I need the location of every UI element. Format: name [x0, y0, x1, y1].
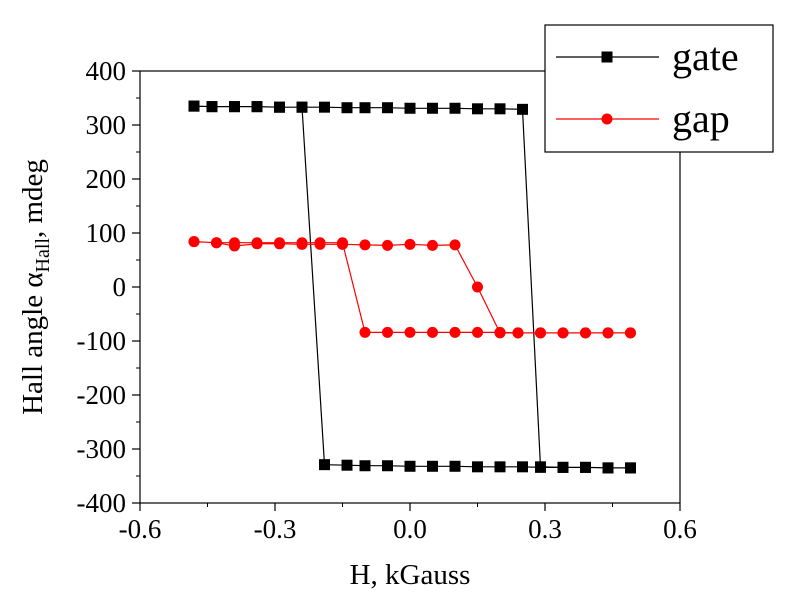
data-point-gate — [188, 100, 200, 112]
data-point-gate — [251, 101, 263, 113]
data-point-gap — [382, 239, 393, 251]
data-point-gate — [535, 461, 546, 473]
data-point-gap — [557, 327, 569, 339]
y-axis-title-subscript: Hall — [32, 238, 54, 273]
data-point-gate — [449, 102, 461, 114]
y-tick-label: -100 — [77, 326, 127, 356]
data-point-gap — [512, 327, 524, 339]
y-axis-title: Hall angle αHall, mdeg — [17, 159, 54, 415]
data-point-gap — [359, 326, 371, 338]
x-axis-title: H, kGauss — [350, 559, 471, 591]
data-point-gate — [557, 461, 569, 473]
y-tick-label: -200 — [77, 380, 127, 410]
series-line-gap — [193, 241, 631, 334]
data-point-gate — [206, 101, 218, 113]
data-point-gate — [382, 102, 393, 114]
y-tick-label: -300 — [77, 434, 127, 464]
y-axis-title-unit: , mdeg — [17, 159, 49, 238]
data-point-gap — [274, 237, 285, 249]
legend: gate gap — [544, 24, 774, 153]
data-point-gap — [449, 239, 461, 251]
y-tick-label: 400 — [86, 56, 127, 86]
x-tick-label: 0.6 — [663, 514, 697, 544]
data-point-gate — [517, 103, 528, 115]
y-tick-label: 0 — [113, 272, 127, 302]
data-point-gate — [296, 101, 308, 113]
data-point-gate — [229, 101, 240, 113]
data-point-gap — [427, 326, 438, 338]
data-point-gate — [449, 460, 461, 472]
data-point-gap — [625, 327, 636, 339]
data-point-gate — [625, 462, 636, 474]
data-point-gate — [580, 461, 591, 473]
axes-layer: -0.6 -0.3 0.0 0.3 0.6 400 300 200 100 0 -100 -200 -3… — [77, 56, 697, 544]
data-point-gap — [449, 326, 461, 338]
data-point-gate — [359, 460, 371, 472]
data-point-gate — [427, 460, 438, 472]
data-point-gate — [494, 461, 506, 473]
series-gate — [188, 100, 636, 474]
data-point-gap — [580, 327, 591, 339]
data-point-gap — [251, 237, 263, 249]
legend-marker-gap — [601, 113, 613, 125]
data-point-gap — [296, 237, 308, 249]
data-point-gap — [472, 326, 483, 338]
data-point-gap — [229, 237, 240, 249]
data-point-gap — [314, 237, 326, 249]
data-point-gate — [341, 102, 353, 114]
data-point-gate — [274, 101, 285, 113]
data-point-gate — [517, 461, 528, 473]
data-point-gap — [359, 239, 371, 251]
data-point-gate — [404, 460, 416, 472]
data-point-gap — [337, 237, 348, 249]
y-tick-label: -400 — [77, 488, 127, 518]
data-point-gate — [472, 103, 483, 115]
data-point-gap — [404, 326, 416, 338]
legend-items: gate gap — [556, 34, 739, 141]
data-point-gap — [535, 327, 546, 339]
series-layer — [188, 100, 636, 474]
data-point-gate — [341, 459, 353, 471]
data-point-gap — [427, 239, 438, 251]
data-point-gap — [472, 281, 483, 293]
legend-label-gate: gate — [672, 34, 739, 79]
y-tick-label: 300 — [86, 110, 127, 140]
data-point-gap — [211, 237, 222, 249]
data-point-gate — [319, 101, 330, 113]
data-point-gate — [494, 103, 506, 115]
data-point-gate — [319, 459, 330, 471]
x-tick-label: 0.0 — [393, 514, 427, 544]
data-point-gate — [359, 102, 371, 114]
x-tick-label: 0.3 — [528, 514, 562, 544]
x-tick-label: -0.3 — [254, 514, 297, 544]
data-point-gate — [382, 460, 393, 472]
data-point-gate — [404, 102, 416, 114]
data-point-gap — [602, 327, 614, 339]
legend-marker-gate — [601, 51, 613, 63]
data-point-gate — [427, 102, 438, 114]
y-tick-label: 100 — [86, 218, 127, 248]
data-point-gap — [494, 326, 506, 338]
data-point-gap — [188, 236, 200, 248]
legend-label-gap: gap — [672, 96, 730, 141]
series-gap — [188, 236, 636, 339]
series-line-gate — [193, 105, 631, 469]
data-point-gate — [472, 461, 483, 473]
x-tick-label: -0.6 — [119, 514, 162, 544]
legend-box — [544, 24, 774, 153]
data-point-gap — [404, 238, 416, 250]
data-point-gap — [382, 326, 393, 338]
data-point-gate — [602, 462, 614, 474]
y-tick-label: 200 — [86, 164, 127, 194]
